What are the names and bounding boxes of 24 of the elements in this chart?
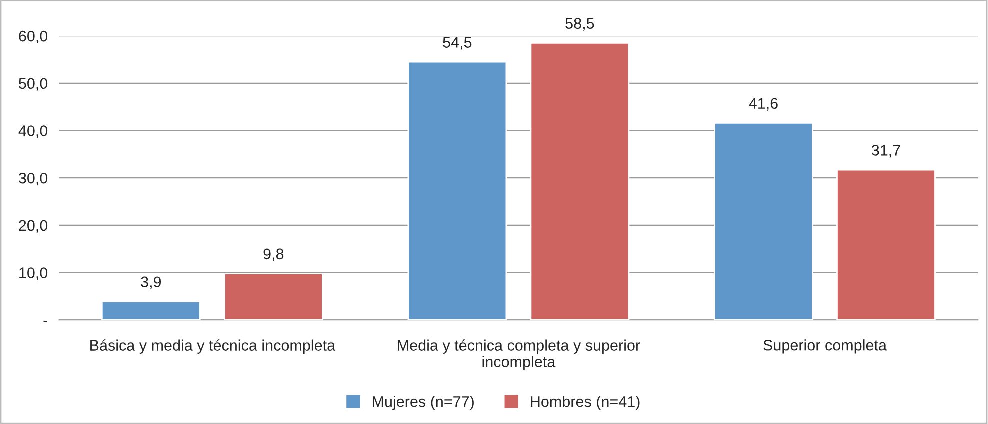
data-label: 9,8 [264, 248, 284, 262]
y-tick-label: 30,0 [19, 172, 48, 186]
legend-label: Hombres (n=41) [531, 396, 640, 410]
x-tick-label: Media y técnica completa y superior incompleta [398, 340, 640, 370]
y-tick-label: 20,0 [19, 220, 48, 233]
data-label: 3,9 [141, 276, 162, 290]
data-label: 58,5 [566, 18, 594, 31]
bar [530, 42, 630, 320]
bar [408, 61, 508, 320]
x-tick-label: Superior completa [764, 340, 887, 354]
data-label: 31,7 [872, 145, 900, 158]
legend-label: Mujeres (n=77) [372, 396, 474, 410]
bar [224, 273, 324, 320]
bar [836, 169, 936, 320]
data-label: 41,6 [749, 98, 778, 111]
x-tick-label: Básica y media y técnica incompleta [90, 340, 336, 354]
y-tick-label: 10,0 [20, 268, 48, 280]
y-tick-label: 60,0 [19, 30, 48, 44]
bar [714, 122, 814, 320]
y-tick-label: - [44, 321, 48, 322]
y-tick-label: 40,0 [18, 126, 48, 138]
y-tick-label: 50,0 [19, 78, 48, 91]
data-label: 54,5 [443, 37, 472, 50]
bar [101, 300, 201, 320]
